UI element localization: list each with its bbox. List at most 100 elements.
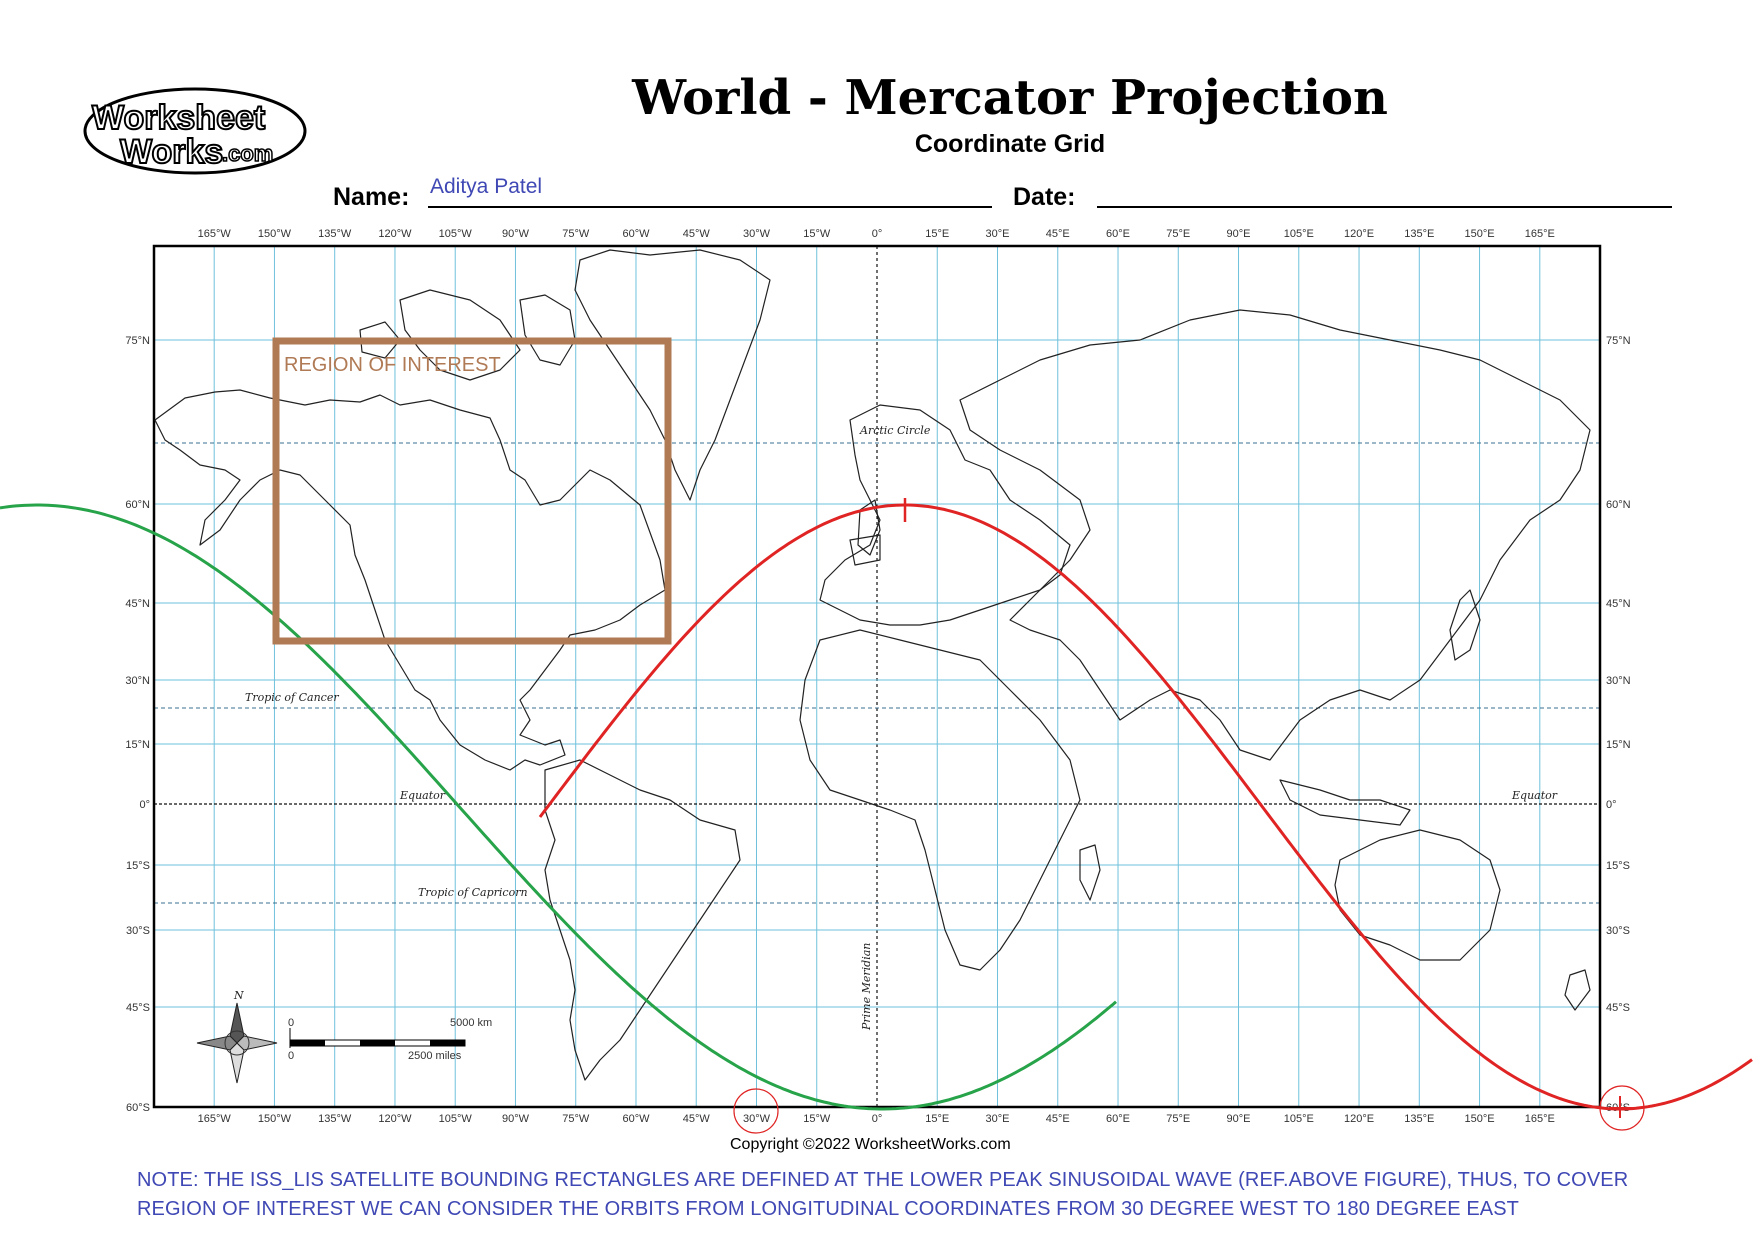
name-field[interactable]: Aditya Patel — [430, 175, 543, 198]
region-of-interest: REGION OF INTEREST — [272, 337, 672, 645]
lon-label-bottom: 150°W — [258, 1113, 292, 1125]
lon-label-top: 120°E — [1344, 228, 1374, 240]
australia-outline — [1334, 829, 1501, 961]
lon-label-bottom: 90°E — [1227, 1113, 1251, 1125]
lon-label-bottom: 90°W — [502, 1113, 530, 1125]
lon-label-top: 90°W — [502, 228, 530, 240]
europe-outline — [819, 404, 1071, 626]
logo-line1: Worksheet — [92, 99, 265, 137]
lat-label-left: 0° — [139, 799, 150, 811]
lon-label-bottom: 15°W — [803, 1113, 831, 1125]
trough-circle-30w — [733, 1088, 779, 1134]
lon-label-top: 75°E — [1166, 228, 1190, 240]
copyright: Copyright ©2022 WorksheetWorks.com — [730, 1136, 1011, 1153]
date-field[interactable] — [1097, 206, 1672, 208]
lat-label-right: 0° — [1606, 799, 1617, 811]
lon-label-bottom: 120°E — [1344, 1113, 1374, 1125]
lon-label-top: 0° — [872, 228, 883, 240]
lon-label-bottom: 75°E — [1166, 1113, 1190, 1125]
africa-outline — [799, 629, 1081, 971]
lat-label-left: 60°N — [125, 499, 150, 511]
lon-label-bottom: 120°W — [378, 1113, 412, 1125]
note-text: NOTE: THE ISS_LIS SATELLITE BOUNDING REC… — [137, 1166, 1637, 1224]
lat-label-left: 15°N — [125, 739, 150, 751]
lat-label-right: 75°N — [1606, 335, 1631, 347]
lon-label-bottom: 75°W — [562, 1113, 590, 1125]
lon-label-top: 15°W — [803, 228, 831, 240]
lon-label-top: 105°E — [1284, 228, 1314, 240]
lon-label-bottom: 15°E — [925, 1113, 949, 1125]
lon-label-top: 150°W — [258, 228, 292, 240]
logo-line2: Works — [120, 133, 223, 171]
lat-label-right: 45°S — [1606, 1002, 1630, 1014]
equator-label-left: Equator — [399, 789, 446, 802]
lon-label-top: 120°W — [378, 228, 412, 240]
lon-label-bottom: 105°W — [439, 1113, 473, 1125]
page-subtitle: Coordinate Grid — [914, 130, 1106, 158]
lon-label-bottom: 45°E — [1046, 1113, 1070, 1125]
lon-label-top: 165°E — [1525, 228, 1555, 240]
lon-label-top: 135°E — [1404, 228, 1434, 240]
lat-label-left: 45°S — [126, 1002, 150, 1014]
lat-label-left: 45°N — [125, 598, 150, 610]
equator-label-right: Equator — [1511, 789, 1558, 802]
compass-north-label: N — [233, 989, 244, 1002]
south-america-outline — [544, 759, 741, 1081]
lon-label-top: 90°E — [1227, 228, 1251, 240]
lon-label-bottom: 165°E — [1525, 1113, 1555, 1125]
lat-label-left: 60°S — [126, 1102, 150, 1114]
lat-label-right: 30°S — [1606, 925, 1630, 937]
continent-outlines — [154, 249, 1591, 1081]
arctic-islands-outline — [359, 289, 576, 381]
coordinate-grid — [152, 244, 1602, 1109]
arctic-label: Arctic Circle — [859, 424, 931, 437]
lon-label-bottom: 45°W — [683, 1113, 711, 1125]
region-label: REGION OF INTEREST — [284, 354, 501, 376]
lat-label-right: 15°N — [1606, 739, 1631, 751]
madagascar-outline — [1079, 844, 1101, 901]
lon-label-bottom: 135°W — [318, 1113, 352, 1125]
asia-outline — [959, 309, 1591, 761]
lat-label-left: 30°S — [126, 925, 150, 937]
lon-label-bottom: 30°E — [986, 1113, 1010, 1125]
indonesia-outline — [1279, 779, 1411, 826]
scale-zero-top: 0 — [288, 1017, 294, 1029]
compass-rose: N — [196, 989, 278, 1084]
date-label: Date: — [1013, 183, 1076, 211]
lon-label-top: 45°W — [683, 228, 711, 240]
lon-label-top: 75°W — [562, 228, 590, 240]
japan-outline — [1449, 589, 1481, 661]
lon-label-top: 105°W — [439, 228, 473, 240]
british-isles-outline — [857, 499, 881, 556]
capricorn-label: Tropic of Capricorn — [418, 886, 528, 899]
scale-km: 5000 km — [450, 1017, 492, 1029]
lon-label-top: 165°W — [198, 228, 232, 240]
greenland-outline — [574, 249, 771, 501]
region-rectangle — [272, 337, 672, 645]
satellite-orbits — [0, 498, 1753, 1134]
lon-label-top: 15°E — [925, 228, 949, 240]
grid-labels: 165°W 165°W 150°W 150°W 135°W 135°W 120°W 120°W… — [125, 228, 1630, 1125]
green-orbit-wave — [0, 503, 1117, 1111]
red-orbit-wave — [538, 503, 1753, 1111]
prime-meridian-label: Prime Meridian — [860, 943, 873, 1031]
lat-label-right: 30°N — [1606, 675, 1631, 687]
north-america-outline — [154, 389, 666, 771]
lon-label-top: 45°E — [1046, 228, 1070, 240]
worksheetworks-logo: Worksheet Works .com — [83, 87, 307, 175]
lat-label-right: 60°N — [1606, 499, 1631, 511]
lon-label-bottom: 60°W — [622, 1113, 650, 1125]
lat-label-left: 75°N — [125, 335, 150, 347]
lat-label-right: 60°S — [1606, 1102, 1630, 1114]
lon-label-bottom: 30°W — [743, 1113, 771, 1125]
trough-circle-180 — [1599, 1085, 1645, 1131]
note-line-1: NOTE: THE ISS_LIS SATELLITE BOUNDING REC… — [137, 1169, 1629, 1191]
lon-label-top: 30°E — [986, 228, 1010, 240]
lon-label-bottom: 150°E — [1465, 1113, 1495, 1125]
name-label: Name: — [333, 183, 410, 211]
name-underline — [428, 206, 992, 208]
lon-label-top: 60°W — [622, 228, 650, 240]
lon-label-bottom: 165°W — [198, 1113, 232, 1125]
lon-label-bottom: 0° — [872, 1113, 883, 1125]
